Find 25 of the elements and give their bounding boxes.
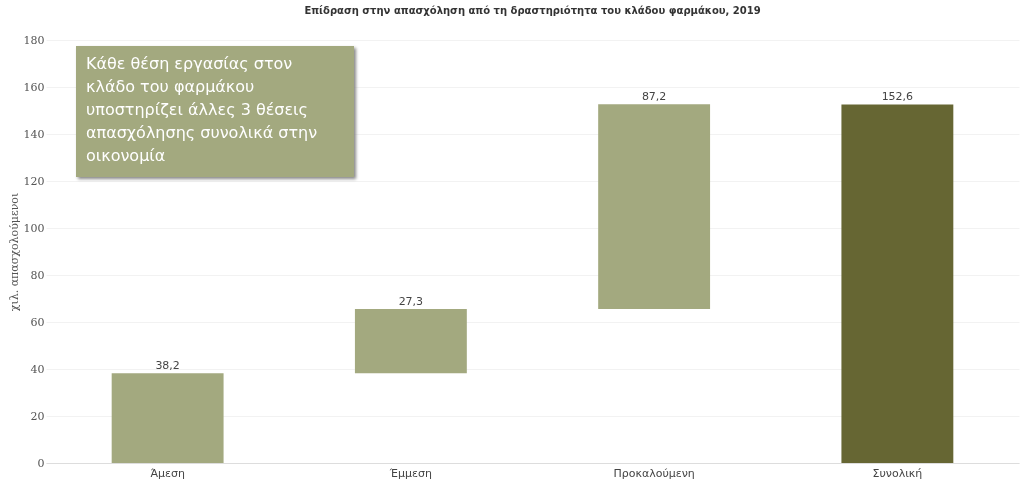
chart-title: Επίδραση στην απασχόληση από τη δραστηριότητα του κλάδου φαρμάκου, 2019 bbox=[304, 5, 761, 16]
y-tick-label: 20 bbox=[30, 409, 45, 423]
data-label: 27,3 bbox=[398, 295, 424, 309]
annotation: Κάθε θέση εργασίας στον κλάδο του φαρμάκου υποστηρίζει άλλες 3 θέσεις απασχόλησης συνολικά στην οικονομία bbox=[76, 46, 354, 177]
y-tick-label: 180 bbox=[23, 33, 45, 47]
y-tick-label: 160 bbox=[23, 80, 45, 94]
x-tick-label: Έμμεση bbox=[388, 466, 432, 480]
y-tick-label: 0 bbox=[37, 456, 45, 470]
data-label: 152,6 bbox=[881, 90, 914, 104]
x-tick-label: Προκαλούμενη bbox=[613, 466, 695, 480]
y-tick-label: 60 bbox=[30, 315, 45, 329]
x-tick-label: Συνολική bbox=[872, 466, 923, 480]
bar bbox=[598, 104, 711, 310]
bar bbox=[841, 104, 954, 463]
y-tick-label: 100 bbox=[23, 221, 45, 235]
bar bbox=[111, 373, 224, 463]
data-label: 87,2 bbox=[641, 90, 667, 104]
y-tick-label: 120 bbox=[23, 174, 45, 188]
y-tick-label: 40 bbox=[30, 362, 45, 376]
data-label: 38,2 bbox=[155, 359, 180, 373]
x-tick-label: Άμεση bbox=[150, 466, 185, 480]
y-axis-title: χιλ. απασχολούμενοι bbox=[7, 192, 21, 312]
y-tick-label: 140 bbox=[23, 127, 45, 141]
bar bbox=[354, 309, 467, 374]
y-tick-label: 80 bbox=[30, 268, 45, 282]
